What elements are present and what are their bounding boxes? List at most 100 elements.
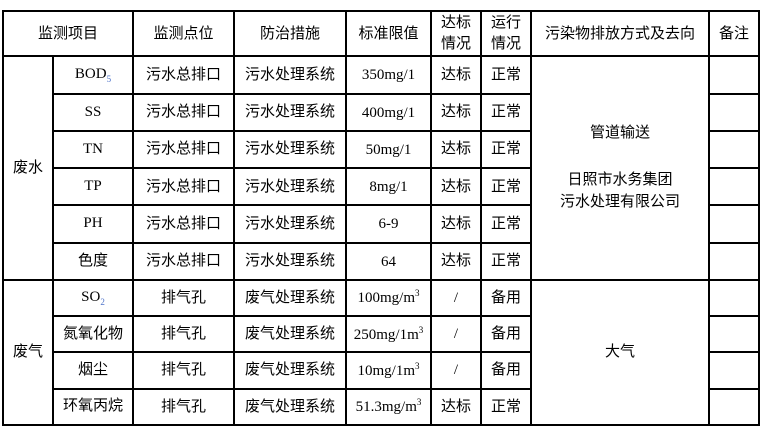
- table-row: 氮氧化物 排气孔 废气处理系统 250mg/1m3 / 备用: [3, 315, 761, 354]
- limit-superscript: 3: [416, 397, 422, 408]
- cell-compliance: 达标: [430, 204, 483, 244]
- limit-superscript: 3: [418, 324, 424, 335]
- cell-limit: 6-9: [345, 204, 433, 244]
- limit-text: 10mg/1m: [357, 362, 416, 379]
- cell-limit: 10mg/1m3: [345, 351, 433, 390]
- cell-measure: 废气处理系统: [233, 351, 348, 390]
- cell-operation: 正常: [480, 387, 533, 427]
- group-label-wastegas: 废气: [2, 278, 54, 427]
- cell-item: 氮氧化物: [51, 315, 135, 354]
- header-point: 监测点位: [132, 9, 236, 58]
- cell-item: SS: [51, 92, 135, 132]
- header-row: 监测项目 监测点位 防治措施 标准限值 达标情况 运行情况 污染物排放方式及去向…: [1, 9, 761, 58]
- item-text: SS: [84, 103, 102, 120]
- cell-limit: 250mg/1m3: [345, 315, 433, 354]
- table-row: 色度 污水总排口 污水处理系统 64 达标 正常: [3, 241, 761, 281]
- limit-superscript: 3: [415, 288, 420, 299]
- item-text: TN: [83, 140, 103, 157]
- limit-text: 350mg/1: [361, 67, 416, 84]
- cell-point: 污水总排口: [132, 129, 236, 170]
- discharge-line: 污水处理有限公司: [560, 194, 681, 210]
- cell-item: TN: [51, 129, 135, 170]
- limit-text: 100mg/m: [357, 290, 416, 307]
- cell-point: 污水总排口: [132, 167, 236, 207]
- cell-remark: [708, 55, 761, 95]
- cell-item: TP: [51, 167, 135, 207]
- cell-remark: [708, 315, 761, 354]
- item-text: SO: [81, 289, 101, 306]
- cell-measure: 污水处理系统: [233, 204, 348, 244]
- cell-operation: 正常: [480, 204, 533, 244]
- table-row: SS 污水总排口 污水处理系统 400mg/1 达标 正常: [3, 92, 761, 132]
- cell-item: PH: [51, 204, 135, 244]
- discharge-line: 日照市水务集团: [567, 172, 673, 189]
- cell-operation: 正常: [480, 167, 533, 207]
- cell-item: 色度: [51, 241, 135, 281]
- table-row: TN 污水总排口 污水处理系统 50mg/1 达标 正常: [3, 129, 761, 170]
- cell-measure: 污水处理系统: [233, 241, 348, 281]
- cell-operation: 备用: [480, 278, 533, 318]
- table-row: PH 污水总排口 污水处理系统 6-9 达标 正常: [3, 204, 761, 244]
- cell-compliance: /: [430, 351, 483, 390]
- cell-remark: [708, 92, 761, 132]
- header-measure: 防治措施: [233, 9, 348, 58]
- item-text: 烟尘: [78, 361, 109, 378]
- cell-operation: 正常: [480, 129, 533, 170]
- table-row: 废水 BOD5 污水总排口 污水处理系统 350mg/1 达标 正常 管道输送 …: [2, 55, 761, 281]
- cell-operation: 正常: [480, 92, 533, 132]
- cell-compliance: 达标: [430, 167, 483, 207]
- cell-limit: 51.3mg/m3: [345, 387, 433, 427]
- limit-text: 50mg/1: [365, 141, 412, 158]
- table-row: TP 污水总排口 污水处理系统 8mg/1 达标 正常: [3, 167, 761, 207]
- cell-operation: 备用: [480, 315, 533, 354]
- cell-remark: [708, 351, 761, 390]
- table-row: 烟尘 排气孔 废气处理系统 10mg/1m3 / 备用: [3, 351, 761, 390]
- group-label-wastewater: 废水: [2, 55, 54, 281]
- cell-point: 污水总排口: [132, 92, 236, 132]
- limit-text: 8mg/1: [369, 179, 408, 196]
- item-text: PH: [83, 215, 103, 232]
- cell-item: 环氧丙烷: [51, 387, 135, 427]
- header-compliance: 达标情况: [430, 9, 483, 58]
- header-operation: 运行情况: [480, 9, 533, 58]
- cell-operation: 正常: [480, 55, 533, 95]
- cell-point: 排气孔: [132, 315, 236, 354]
- cell-point: 污水总排口: [132, 55, 236, 95]
- cell-item: 烟尘: [51, 351, 135, 390]
- limit-text: 250mg/1m: [353, 326, 419, 343]
- cell-limit: 400mg/1: [345, 92, 433, 132]
- cell-operation: 备用: [480, 351, 533, 390]
- cell-item: SO2: [51, 278, 135, 318]
- discharge-line: 管道输送: [590, 124, 651, 141]
- cell-compliance: 达标: [430, 55, 483, 95]
- discharge-line: 大气: [605, 343, 636, 360]
- table-row: 环氧丙烷 排气孔 废气处理系统 51.3mg/m3 达标 正常: [3, 387, 761, 427]
- cell-limit: 350mg/1: [345, 55, 433, 95]
- cell-measure: 污水处理系统: [233, 92, 348, 132]
- limit-text: 64: [381, 253, 397, 270]
- cell-remark: [708, 167, 761, 207]
- item-text: 氮氧化物: [63, 325, 124, 342]
- cell-compliance: /: [430, 315, 483, 354]
- cell-discharge-wastegas: 大气: [530, 278, 711, 427]
- cell-limit: 64: [345, 241, 433, 281]
- cell-measure: 污水处理系统: [233, 167, 348, 207]
- limit-text: 400mg/1: [361, 104, 416, 121]
- cell-limit: 50mg/1: [345, 129, 433, 170]
- header-item: 监测项目: [1, 9, 135, 58]
- cell-remark: [708, 129, 761, 170]
- cell-measure: 污水处理系统: [233, 129, 348, 170]
- cell-item: BOD5: [51, 55, 135, 95]
- cell-measure: 废气处理系统: [233, 278, 348, 318]
- header-discharge: 污染物排放方式及去向: [530, 9, 711, 58]
- cell-measure: 废气处理系统: [233, 387, 348, 427]
- cell-remark: [708, 241, 761, 281]
- cell-compliance: /: [430, 278, 483, 318]
- item-text: TP: [84, 178, 102, 195]
- item-subscript: 2: [100, 297, 105, 308]
- cell-compliance: 达标: [430, 387, 483, 427]
- cell-point: 排气孔: [132, 351, 236, 390]
- cell-remark: [708, 204, 761, 244]
- cell-operation: 正常: [480, 241, 533, 281]
- cell-remark: [708, 387, 761, 427]
